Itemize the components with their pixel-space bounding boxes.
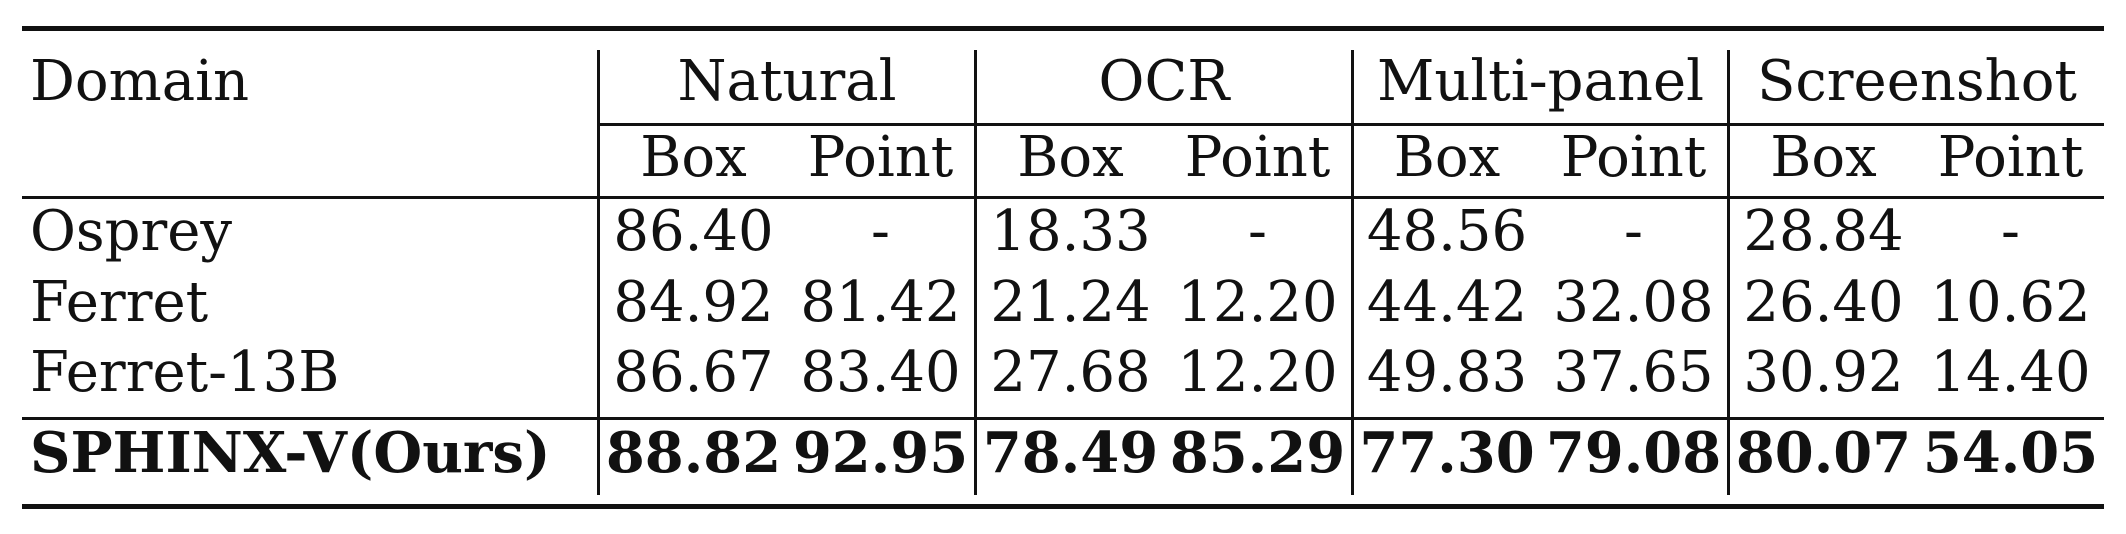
column-divider <box>1727 50 1730 495</box>
subheader-point: Point <box>1184 125 1331 190</box>
table-cell: 12.20 <box>1177 270 1338 335</box>
subheader-box: Box <box>1770 125 1877 190</box>
subheader-box: Box <box>1017 125 1124 190</box>
table-cell: 78.49 <box>982 420 1159 486</box>
table-cell: 86.40 <box>613 199 774 264</box>
bottom-rule <box>22 504 2104 509</box>
table-cell: 48.56 <box>1366 199 1528 264</box>
column-divider <box>597 50 600 495</box>
table-cell: 21.24 <box>990 270 1151 335</box>
group-header-multi-panel: Multi-panel <box>1376 49 1704 114</box>
table-cell: 14.40 <box>1930 340 2091 405</box>
table-cell: 27.68 <box>990 340 1151 405</box>
table-cell: - <box>871 199 890 264</box>
table-cell: 32.08 <box>1553 270 1714 335</box>
table-cell: 86.67 <box>613 340 774 405</box>
group-header-natural: Natural <box>677 49 897 114</box>
table-cell: 10.62 <box>1930 270 2091 335</box>
table-cell: 85.29 <box>1169 420 1346 486</box>
domain-header: Domain <box>30 49 250 114</box>
subheader-box: Box <box>1393 125 1501 190</box>
table-cell: 12.20 <box>1177 340 1338 405</box>
table-cell: 81.42 <box>800 270 961 335</box>
table-cell: 80.07 <box>1735 420 1912 486</box>
table-cell: 30.92 <box>1743 340 1904 405</box>
table-cell: 54.05 <box>1922 420 2099 486</box>
row-name-ferret: Ferret <box>30 270 209 335</box>
subheader-box: Box <box>640 125 747 190</box>
table-cell: 26.40 <box>1743 270 1904 335</box>
subheader-point: Point <box>807 125 954 190</box>
row-name-ferret-13b: Ferret-13B <box>30 340 340 405</box>
row-name-osprey: Osprey <box>30 199 233 264</box>
table-cell: 83.40 <box>800 340 961 405</box>
table-cell: 18.33 <box>990 199 1151 264</box>
table-cell: 92.95 <box>792 420 969 486</box>
column-divider <box>1351 50 1354 495</box>
table-cell: 84.92 <box>613 270 774 335</box>
subheader-point: Point <box>1560 125 1707 190</box>
table-cell: - <box>1248 199 1267 264</box>
table-cell: 77.30 <box>1359 420 1535 486</box>
table-cell: - <box>2001 199 2020 264</box>
table-cell: 88.82 <box>605 420 782 486</box>
table-cell: 44.42 <box>1366 270 1528 335</box>
header-rule <box>22 196 2104 199</box>
row-name-sphinx-v: SPHINX-V(Ours) <box>30 420 551 486</box>
subheader-point: Point <box>1937 125 2084 190</box>
column-divider <box>974 50 977 495</box>
ours-separator-rule <box>22 417 2104 420</box>
table-cell: 37.65 <box>1553 340 1714 405</box>
group-header-ocr: OCR <box>1098 49 1230 114</box>
table-cell: 79.08 <box>1545 420 1722 486</box>
table-cell: 49.83 <box>1366 340 1528 405</box>
table-cell: - <box>1624 199 1643 264</box>
group-header-screenshot: Screenshot <box>1757 49 2077 114</box>
top-rule <box>22 26 2104 31</box>
table-cell: 28.84 <box>1743 199 1904 264</box>
